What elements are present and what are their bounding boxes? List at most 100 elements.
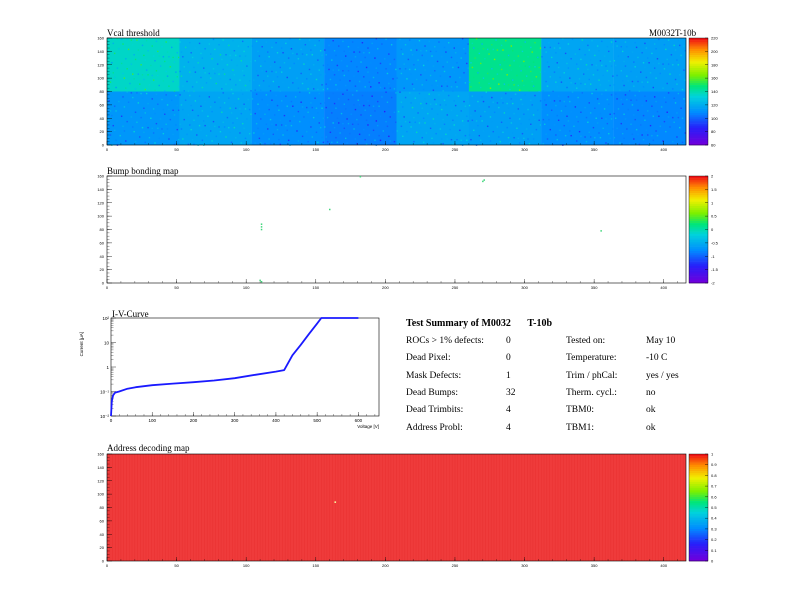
vcal-pixel [518, 89, 521, 91]
vcal-pixel [276, 104, 279, 107]
vcal-colorbar-cell [689, 55, 708, 58]
address-colorbar-label: 1 [711, 452, 714, 457]
vcal-pixel [262, 80, 265, 82]
vcal-pixel [456, 138, 458, 141]
vcal-pixel [609, 84, 611, 87]
address-colorbar-label: 0.6 [711, 494, 717, 499]
vcal-pixel [299, 120, 301, 123]
vcal-pixel [545, 104, 547, 106]
bump-colorbar-cell [689, 188, 708, 192]
vcal-pixel [261, 98, 263, 101]
vcal-pixel [272, 80, 275, 83]
address-xtick-label: 50 [174, 563, 179, 568]
vcal-pixel [665, 101, 667, 103]
bump-colorbar-cell [689, 233, 708, 237]
vcal-pixel [584, 106, 586, 109]
vcal-pixel [257, 127, 259, 130]
vcal-pixel [624, 41, 627, 43]
vcal-pixel [457, 66, 460, 69]
vcal-pixel [108, 100, 110, 102]
vcal-pixel [527, 108, 529, 111]
vcal-pixel [564, 82, 567, 84]
vcal-pixel [353, 128, 355, 130]
vcal-pixel [208, 43, 211, 45]
vcal-pixel [154, 89, 156, 91]
vcal-pixel [610, 41, 613, 43]
vcal-pixel [367, 47, 369, 49]
vcal-pixel [436, 60, 439, 63]
vcal-pixel [125, 87, 127, 89]
vcal-pixel [310, 73, 312, 75]
vcal-pixel [488, 53, 490, 55]
vcal-pixel [165, 94, 167, 96]
vcal-pixel [431, 137, 433, 140]
vcal-pixel [318, 40, 320, 42]
vcal-pixel [134, 88, 137, 90]
vcal-pixel [221, 140, 223, 143]
vcal-pixel [665, 130, 667, 133]
vcal-colorbar-cell [689, 89, 708, 92]
bump-colorbar-cell [689, 229, 708, 232]
vcal-pixel [205, 82, 208, 84]
vcal-pixel [385, 120, 387, 123]
vcal-pixel [645, 47, 648, 49]
address-colorbar-cell [689, 520, 708, 523]
vcal-pixel [496, 73, 499, 75]
vcal-pixel [209, 53, 212, 55]
vcal-pixel [230, 88, 233, 91]
vcal-pixel [179, 41, 181, 43]
address-colorbar-cell [689, 494, 708, 498]
vcal-pixel [584, 83, 586, 85]
vcal-pixel [389, 63, 391, 65]
bump-defect [483, 179, 485, 181]
vcal-pixel [260, 142, 262, 144]
vcal-pixel [615, 40, 617, 43]
vcal-pixel [209, 106, 212, 108]
vcal-pixel [588, 49, 590, 51]
vcal-pixel [486, 48, 489, 51]
vcal-pixel [216, 63, 219, 65]
vcal-pixel [338, 45, 340, 47]
bump-colorbar-cell [689, 193, 708, 196]
vcal-pixel [422, 117, 425, 119]
vcal-pixel [265, 70, 268, 73]
vcal-pixel [544, 70, 546, 73]
bump-colorbar-cell [689, 227, 708, 230]
vcal-pixel [177, 86, 180, 88]
vcal-pixel [627, 108, 629, 111]
vcal-colorbar-cell [689, 115, 708, 118]
vcal-pixel [278, 138, 280, 141]
vcal-pixel [382, 130, 384, 132]
vcal-pixel [645, 76, 648, 79]
vcal-pixel [278, 109, 280, 111]
vcal-pixel [631, 51, 634, 53]
vcal-pixel [531, 51, 533, 53]
vcal-pixel [460, 110, 462, 112]
vcal-pixel [606, 122, 609, 125]
vcal-pixel [446, 85, 449, 87]
vcal-pixel [198, 95, 201, 97]
vcal-pixel [488, 135, 490, 138]
vcal-pixel [545, 51, 547, 53]
vcal-pixel [592, 126, 595, 129]
vcal-pixel [383, 87, 386, 89]
vcal-pixel [500, 44, 503, 47]
vcal-pixel [512, 50, 514, 52]
bump-defect [260, 280, 263, 283]
vcal-pixel [214, 72, 216, 75]
vcal-pixel [200, 129, 202, 132]
vcal-pixel [246, 89, 248, 91]
vcal-pixel [166, 51, 169, 53]
vcal-pixel [683, 45, 685, 47]
vcal-pixel [157, 74, 159, 77]
address-colorbar-label: 0.7 [711, 484, 717, 489]
vcal-pixel [635, 76, 638, 78]
vcal-pixel [312, 88, 315, 90]
vcal-colorbar-cell [689, 112, 708, 116]
vcal-pixel [498, 83, 500, 85]
vcal-title: Vcal threshold [107, 28, 160, 38]
vcal-pixel [225, 83, 227, 85]
vcal-pixel [219, 54, 222, 56]
vcal-pixel [459, 76, 461, 79]
vcal-pixel [446, 61, 449, 63]
